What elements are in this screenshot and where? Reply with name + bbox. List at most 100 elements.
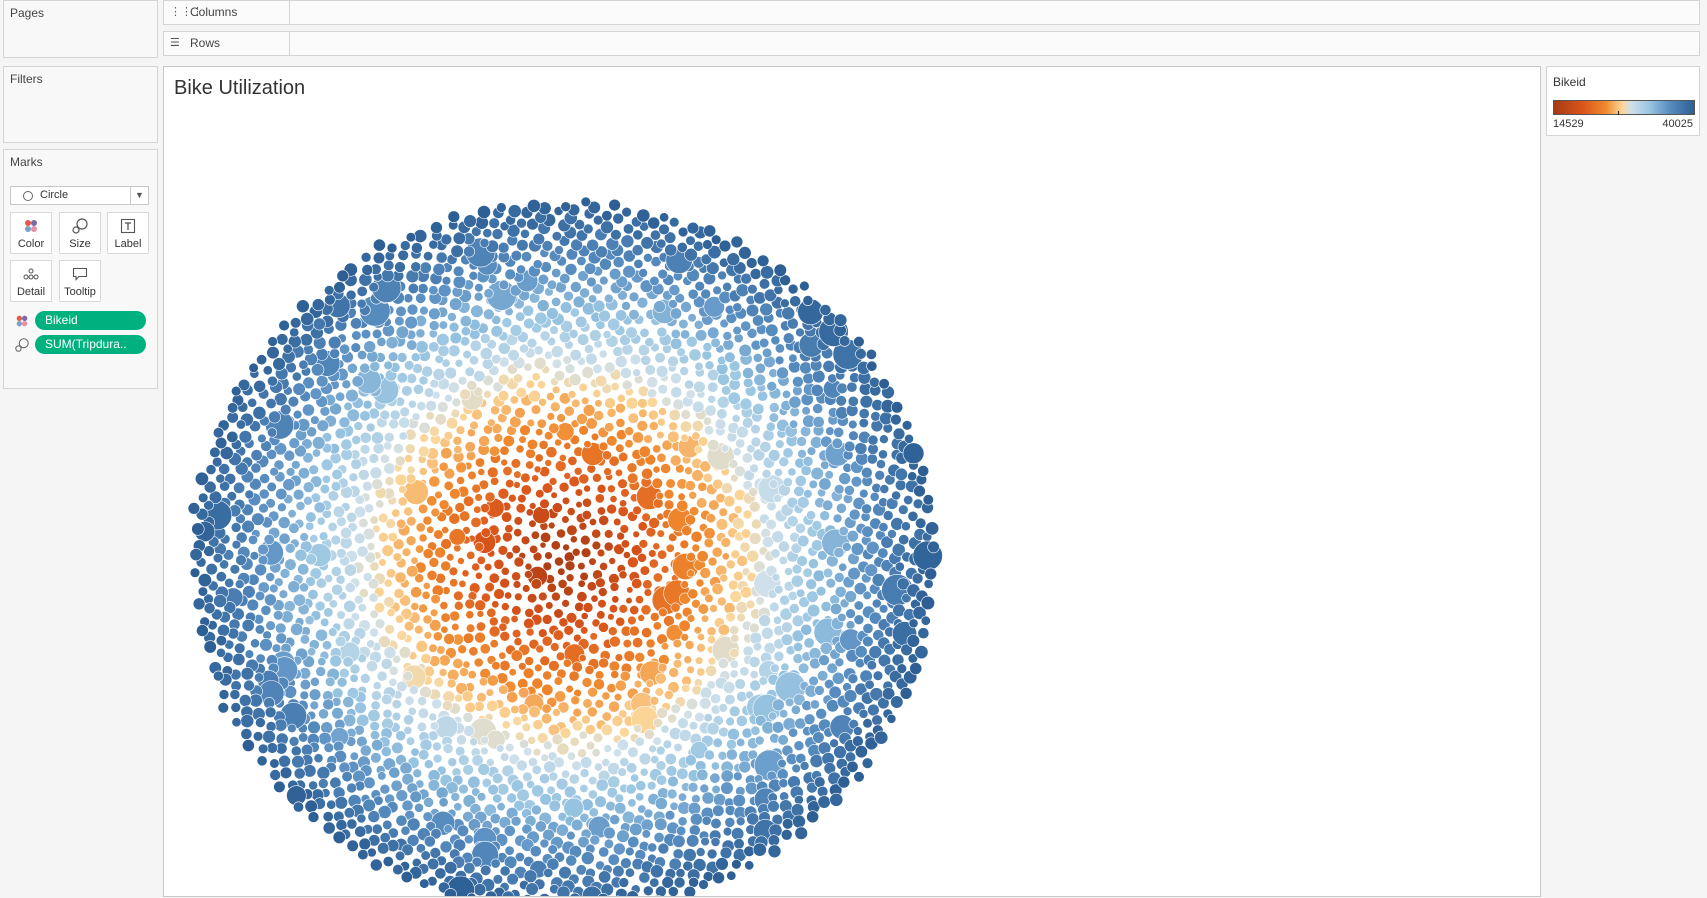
bubble-mark[interactable]: [691, 794, 701, 804]
bubble-mark[interactable]: [620, 857, 632, 869]
bubble-mark[interactable]: [603, 838, 615, 850]
bubble-mark[interactable]: [283, 600, 296, 613]
bubble-mark[interactable]: [796, 555, 808, 567]
bubble-mark[interactable]: [590, 594, 599, 603]
bubble-mark[interactable]: [507, 349, 520, 362]
bubble-mark[interactable]: [480, 735, 490, 745]
bubble-mark[interactable]: [580, 547, 592, 558]
bubble-mark[interactable]: [449, 578, 459, 588]
bubble-mark[interactable]: [580, 612, 589, 620]
bubble-mark[interactable]: [534, 663, 543, 673]
bubble-mark[interactable]: [920, 615, 931, 626]
bubble-mark[interactable]: [800, 464, 812, 476]
bubble-mark[interactable]: [395, 614, 405, 624]
bubble-mark[interactable]: [603, 744, 613, 753]
bubble-mark[interactable]: [506, 792, 518, 804]
bubble-mark[interactable]: [660, 565, 670, 574]
bubble-mark[interactable]: [882, 510, 894, 521]
bubble-mark[interactable]: [685, 480, 696, 491]
chevron-down-icon[interactable]: ▼: [130, 187, 148, 204]
bubble-mark[interactable]: [435, 251, 448, 264]
bubble-mark[interactable]: [782, 477, 793, 488]
bubble-mark[interactable]: [580, 196, 591, 208]
bubble-mark[interactable]: [706, 848, 718, 860]
bubble-mark[interactable]: [584, 262, 597, 275]
bubble-mark[interactable]: [603, 361, 616, 374]
bubble-mark[interactable]: [548, 660, 560, 672]
bubble-mark[interactable]: [551, 231, 563, 242]
bubble-mark[interactable]: [771, 530, 785, 544]
bubble-mark[interactable]: [583, 440, 592, 449]
bubble-mark[interactable]: [465, 450, 476, 461]
bubble-mark[interactable]: [667, 713, 677, 724]
bubble-mark[interactable]: [486, 674, 499, 687]
bubble-mark[interactable]: [305, 521, 315, 531]
color-button[interactable]: Color: [10, 212, 52, 254]
bubble-mark[interactable]: [556, 413, 566, 423]
bubble-mark[interactable]: [332, 830, 346, 845]
bubble-mark[interactable]: [729, 669, 739, 679]
bubble-mark[interactable]: [431, 698, 443, 710]
bubble-mark[interactable]: [686, 665, 695, 674]
bubble-mark[interactable]: [515, 311, 526, 322]
bubble-mark[interactable]: [643, 434, 653, 444]
bubble-mark[interactable]: [493, 433, 504, 443]
bubble-mark[interactable]: [616, 531, 625, 541]
bubble-mark[interactable]: [289, 317, 302, 329]
bubble-mark[interactable]: [798, 596, 810, 608]
bubble-mark[interactable]: [667, 355, 679, 368]
bubble-mark[interactable]: [541, 683, 554, 696]
bubble-mark[interactable]: [474, 631, 486, 644]
bubble-mark[interactable]: [658, 607, 668, 618]
bubble-mark[interactable]: [670, 386, 683, 399]
bubble-mark[interactable]: [488, 616, 499, 627]
bubble-mark[interactable]: [539, 893, 551, 896]
bubble-mark[interactable]: [525, 448, 536, 459]
bubble-mark[interactable]: [329, 348, 341, 359]
bubble-mark[interactable]: [469, 737, 478, 747]
bubble-mark[interactable]: [820, 600, 832, 612]
bubble-mark[interactable]: [535, 644, 545, 654]
bubble-mark[interactable]: [696, 550, 709, 563]
bubble-mark[interactable]: [656, 238, 667, 249]
bubble-mark[interactable]: [859, 395, 874, 409]
bubble-mark[interactable]: [440, 233, 453, 246]
bubble-mark[interactable]: [499, 630, 511, 642]
bubble-mark[interactable]: [410, 261, 422, 273]
bubble-mark[interactable]: [763, 355, 776, 368]
bubble-mark[interactable]: [597, 587, 608, 597]
bubble-mark[interactable]: [724, 693, 736, 706]
bubble-mark[interactable]: [629, 353, 642, 366]
bubble-mark[interactable]: [530, 530, 540, 540]
bubble-mark[interactable]: [691, 469, 704, 482]
bubble-mark[interactable]: [608, 604, 618, 614]
bubble-mark[interactable]: [538, 628, 548, 638]
bubble-mark[interactable]: [588, 643, 600, 655]
bubble-mark[interactable]: [498, 279, 510, 291]
bubble-mark[interactable]: [616, 829, 630, 843]
bubble-mark[interactable]: [748, 622, 760, 634]
bubble-mark[interactable]: [374, 618, 386, 630]
bubble-mark[interactable]: [649, 877, 660, 888]
bubble-mark[interactable]: [551, 502, 563, 514]
bubble-mark[interactable]: [647, 780, 657, 791]
bubble-mark[interactable]: [391, 741, 404, 755]
bubble-mark[interactable]: [418, 603, 428, 614]
bubble-mark[interactable]: [417, 707, 429, 719]
bubble-mark[interactable]: [568, 373, 582, 387]
bubble-mark[interactable]: [367, 709, 381, 723]
bubble-mark[interactable]: [695, 847, 706, 857]
bubble-mark[interactable]: [853, 600, 864, 611]
bubble-mark[interactable]: [762, 536, 774, 548]
bubble-mark[interactable]: [384, 431, 395, 443]
bubble-mark[interactable]: [257, 433, 267, 444]
bubble-mark[interactable]: [702, 472, 713, 483]
bubble-mark[interactable]: [665, 543, 675, 553]
bubble-mark[interactable]: [513, 637, 523, 647]
bubble-mark[interactable]: [481, 777, 492, 788]
bubble-mark[interactable]: [673, 742, 683, 753]
bubble-mark[interactable]: [606, 683, 617, 694]
bubble-mark[interactable]: [679, 420, 692, 433]
bubble-mark[interactable]: [697, 481, 708, 492]
bubble-mark[interactable]: [308, 464, 319, 475]
